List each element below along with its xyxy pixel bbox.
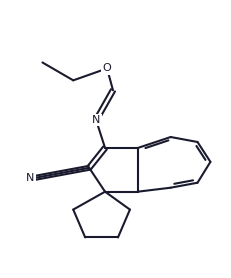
Text: O: O [103, 63, 111, 73]
Text: N: N [26, 173, 35, 183]
Text: N: N [92, 115, 100, 125]
